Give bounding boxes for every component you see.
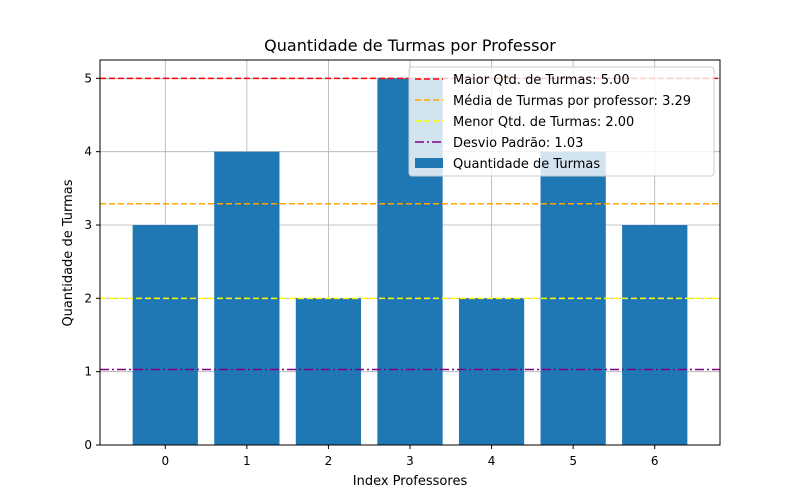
y-tick-label: 2	[84, 291, 92, 305]
bar	[132, 225, 198, 445]
legend-entry: Quantidade de Turmas	[453, 157, 600, 172]
x-tick-label: 1	[243, 454, 251, 468]
legend-entry: Maior Qtd. de Turmas: 5.00	[453, 73, 630, 88]
legend-marker	[415, 158, 443, 168]
bar	[295, 298, 362, 445]
legend: Maior Qtd. de Turmas: 5.00 Média de Turma…	[408, 66, 715, 177]
x-tick-label: 4	[488, 454, 496, 468]
legend-entry: Menor Qtd. de Turmas: 2.00	[453, 115, 634, 130]
axes: 0 1 2 3 4 5 6 0 1 2 3 4 5	[84, 59, 721, 468]
y-axis-label: Quantidade de Turmas	[61, 179, 76, 326]
y-tick-label: 1	[84, 365, 92, 379]
x-tick-label: 0	[161, 454, 169, 468]
bar	[458, 298, 525, 445]
y-tick-label: 0	[84, 438, 92, 452]
x-axis-label: Index Professores	[353, 474, 468, 489]
bar	[622, 225, 688, 445]
legend-entry: Desvio Padrão: 1.03	[453, 136, 583, 151]
chart-title: Quantidade de Turmas por Professor	[264, 36, 556, 55]
x-tick-label: 5	[569, 454, 577, 468]
legend-box	[408, 66, 715, 177]
y-tick-label: 3	[84, 218, 92, 232]
x-tick-label: 2	[325, 454, 333, 468]
x-tick-label: 3	[406, 454, 414, 468]
legend-entry: Média de Turmas por professor: 3.29	[453, 94, 691, 109]
x-tick-label: 6	[651, 454, 659, 468]
y-tick-label: 5	[84, 71, 92, 85]
y-tick-label: 4	[84, 145, 92, 159]
